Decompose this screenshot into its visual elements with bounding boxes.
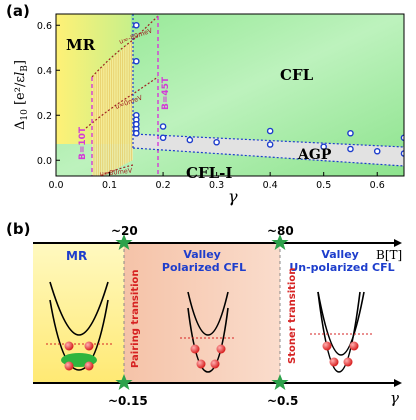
data-point-s1-4 — [266, 141, 274, 148]
pairing-transition-label: Pairing transition — [130, 269, 141, 368]
u-label-bot: u=80meV — [99, 167, 133, 178]
bottom-tick-1: ~0.15 — [108, 394, 148, 408]
schematic: B[T] γ ~20 ~80 ~0.15 ~0.5 MR Valley Pola… — [33, 224, 402, 408]
star-top-left-icon — [115, 234, 133, 250]
top-tick-1: ~20 — [111, 224, 138, 238]
phase-mr-title: MR — [66, 249, 87, 263]
vu-ball-2 — [349, 341, 359, 351]
u-curve-top — [91, 15, 159, 78]
b45-label: B=45T — [161, 76, 171, 110]
x-tick-label: 0.4 — [263, 180, 278, 191]
vp-ball-4 — [210, 359, 220, 369]
y-tick-label: 0.2 — [37, 111, 52, 122]
star-bottom-left-icon — [115, 374, 133, 390]
bottom-tick-2: ~0.5 — [267, 394, 298, 408]
vu-ball-1 — [322, 341, 332, 351]
data-point-s2-3 — [347, 129, 354, 137]
mr-ball-1 — [64, 341, 74, 351]
x-tick-label: 0.3 — [209, 180, 224, 191]
phase-valley-unpol-title: Valley Un-polarized CFL — [289, 248, 394, 274]
data-point-s0-1 — [133, 57, 140, 65]
x-tick-label: 0.5 — [316, 180, 331, 191]
y-axis-label: Δ10 [e²/εlB] — [13, 60, 30, 130]
hatch-lines — [93, 41, 132, 176]
panel-b-label: (b) — [6, 220, 30, 238]
y-tick-label: 0.6 — [37, 21, 52, 32]
data-point-s1-0 — [133, 129, 140, 137]
b10-label: B=10T — [78, 126, 88, 160]
data-point-s0-0 — [133, 21, 140, 29]
agp-region — [133, 134, 404, 166]
data-point-s1-2 — [186, 136, 194, 144]
y-tick-label: 0.4 — [37, 66, 52, 77]
gamma-axis-arrow — [394, 379, 402, 387]
vu-ball-4 — [343, 357, 353, 367]
vu-ball-3 — [329, 357, 339, 367]
u-curve-mid — [85, 76, 159, 129]
agp-upper — [132, 133, 404, 148]
b-axis-label: B[T] — [376, 248, 402, 262]
plot-frame — [55, 13, 405, 177]
y-ticks: 0.0 0.2 0.4 0.6 — [37, 21, 60, 167]
star-top-right-icon — [271, 234, 289, 250]
data-point-s1-5 — [320, 143, 327, 151]
svg-text:Δ10 [e²/εlB]: Δ10 [e²/εlB] — [13, 60, 30, 130]
data-point-s1-7 — [373, 147, 381, 155]
mr-ball-4 — [84, 361, 94, 371]
data-point-s1-3 — [213, 138, 220, 146]
data-point-s1-6 — [347, 145, 354, 153]
x-axis-label: γ — [228, 187, 238, 206]
phase-diagram — [56, 14, 404, 176]
data-point-s2-0 — [133, 120, 140, 128]
phase-valley-pol-title: Valley Polarized CFL — [162, 248, 246, 274]
mr-label: MR — [66, 36, 96, 54]
agp-lower — [132, 147, 404, 167]
cfl-i-label: CFL-I — [186, 164, 232, 182]
vp-ball-2 — [216, 344, 226, 354]
panel-a-label: (a) — [6, 2, 30, 20]
mr-ball-2 — [84, 341, 94, 351]
top-tick-2: ~80 — [267, 224, 294, 238]
data-point-s2-1 — [159, 123, 167, 130]
vp-ball-3 — [196, 359, 206, 369]
b-axis-arrow — [394, 239, 402, 247]
x-tick-label: 0.2 — [156, 180, 171, 191]
x-tick-label: 0.6 — [370, 180, 385, 191]
stoner-transition-label: Stoner transition — [287, 268, 298, 364]
x-tick-label: 0.1 — [102, 180, 117, 191]
mr-ball-3 — [64, 361, 74, 371]
data-points — [133, 21, 404, 157]
star-bottom-right-icon — [271, 374, 289, 390]
gamma-axis-label: γ — [390, 389, 399, 407]
vu-bands — [310, 291, 372, 373]
cfl-label: CFL — [280, 66, 314, 84]
data-point-s1-1 — [159, 134, 167, 142]
x-tick-label: 0.0 — [48, 180, 63, 191]
vp-bands — [180, 291, 236, 373]
vp-ball-1 — [190, 344, 200, 354]
y-tick-label: 0.0 — [37, 156, 52, 167]
x-ticks: 0.0 0.1 0.2 0.3 0.4 0.5 0.6 — [48, 172, 385, 191]
data-point-s2-2 — [266, 127, 274, 135]
agp-label: AGP — [297, 147, 332, 163]
